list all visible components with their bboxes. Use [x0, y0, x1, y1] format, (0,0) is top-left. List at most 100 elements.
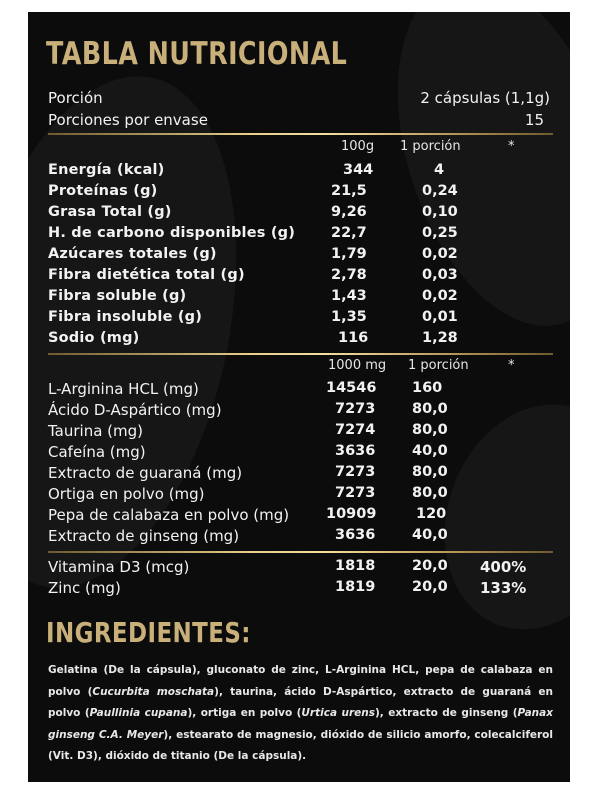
ingredients-species: Urtica urens: [301, 707, 375, 719]
row-label: Ortiga en polvo (mg): [48, 485, 205, 503]
value-portion: 20,0: [412, 579, 448, 595]
value-portion: 160: [412, 380, 443, 396]
value-portion: 80,0: [412, 464, 448, 480]
divider: [48, 133, 553, 135]
value-daily-percent: 400%: [480, 558, 527, 576]
ingredients-text: Gelatina (De la cápsula), gluconato de z…: [48, 660, 553, 768]
value-1000mg: 1819: [335, 579, 376, 595]
divider: [48, 551, 553, 553]
row-label: Zinc (mg): [48, 579, 121, 597]
value-100g: 344: [343, 162, 374, 178]
table-row: Energía (kcal) 344 4: [28, 162, 570, 183]
portion-value: 2 cápsulas (1,1g): [420, 89, 550, 107]
value-100g: 2,78: [331, 267, 367, 283]
value-1000mg: 3636: [335, 443, 376, 459]
ingredients-species: Paullinia cupana: [89, 707, 188, 719]
portion-row: Porción 2 cápsulas (1,1g): [28, 89, 570, 110]
row-label: Cafeína (mg): [48, 443, 146, 461]
table-row: Extracto de ginseng (mg) 3636 40,0: [28, 527, 570, 548]
servings-per-container-row: Porciones por envase 15: [28, 111, 570, 132]
ingredients-part: Gelatina (De la cápsula), gluconato de z…: [48, 664, 553, 698]
row-label: Fibra insoluble (g): [48, 309, 203, 325]
column-header-asterisk: *: [508, 358, 515, 373]
ingredients-species: Cucurbita moschata: [92, 685, 215, 698]
table-row: Vitamina D3 (mcg) 1818 20,0 400%: [28, 558, 570, 579]
table-row: Zinc (mg) 1819 20,0 133%: [28, 579, 570, 600]
value-1000mg: 10909: [326, 506, 377, 522]
value-portion: 80,0: [412, 485, 448, 501]
actives-header-row: 1000 mg 1 porción *: [28, 358, 570, 379]
value-portion: 0,24: [422, 183, 458, 199]
value-portion: 80,0: [412, 401, 448, 417]
row-label: Ácido D-Aspártico (mg): [48, 401, 222, 419]
value-portion: 120: [416, 506, 447, 522]
divider: [48, 353, 553, 355]
value-daily-percent: 133%: [480, 579, 527, 597]
table-row: Taurina (mg) 7274 80,0: [28, 422, 570, 443]
value-portion: 80,0: [412, 422, 448, 438]
value-portion: 0,01: [422, 309, 458, 325]
column-header-1000mg: 1000 mg: [328, 358, 387, 373]
ingredients-species: Panax ginseng C.A. Meyer: [48, 707, 553, 741]
column-header-asterisk: *: [508, 139, 515, 154]
value-100g: 1,79: [331, 246, 367, 262]
table-row: Grasa Total (g) 9,26 0,10: [28, 204, 570, 225]
value-100g: 9,26: [331, 204, 367, 220]
nutrition-label-panel: TABLA NUTRICIONAL Porción 2 cápsulas (1,…: [28, 12, 570, 782]
value-portion: 0,02: [422, 246, 458, 262]
value-portion: 0,03: [422, 267, 458, 283]
ingredients-part: ), extracto de ginseng (: [374, 707, 518, 719]
servings-per-container-label: Porciones por envase: [48, 111, 208, 129]
value-1000mg: 7273: [335, 464, 376, 480]
value-1000mg: 7274: [335, 422, 376, 438]
value-portion: 40,0: [412, 527, 448, 543]
table-row: Cafeína (mg) 3636 40,0: [28, 443, 570, 464]
value-1000mg: 14546: [326, 380, 377, 396]
row-label: Fibra soluble (g): [48, 288, 187, 304]
row-label: Sodio (mg): [48, 330, 140, 346]
row-label: Fibra dietética total (g): [48, 267, 245, 283]
row-label: L-Arginina HCL (mg): [48, 380, 199, 398]
row-label: Taurina (mg): [48, 422, 144, 440]
table-row: Ácido D-Aspártico (mg) 7273 80,0: [28, 401, 570, 422]
table-row: Fibra soluble (g) 1,43 0,02: [28, 288, 570, 309]
table-row: Ortiga en polvo (mg) 7273 80,0: [28, 485, 570, 506]
table-row: Fibra dietética total (g) 2,78 0,03: [28, 267, 570, 288]
table-row: H. de carbono disponibles (g) 22,7 0,25: [28, 225, 570, 246]
ingredients-title: INGREDIENTES:: [46, 616, 251, 649]
table-row: Sodio (mg) 116 1,28: [28, 330, 570, 351]
value-1000mg: 3636: [335, 527, 376, 543]
row-label: H. de carbono disponibles (g): [48, 225, 296, 241]
value-portion: 1,28: [422, 330, 458, 346]
table-row: Pepa de calabaza en polvo (mg) 10909 120: [28, 506, 570, 527]
value-1000mg: 1818: [335, 558, 376, 574]
value-portion: 0,25: [422, 225, 458, 241]
value-100g: 1,43: [331, 288, 367, 304]
value-100g: 22,7: [331, 225, 367, 241]
row-label: Energía (kcal): [48, 162, 165, 178]
servings-per-container-value: 15: [524, 111, 544, 129]
table-row: Extracto de guaraná (mg) 7273 80,0: [28, 464, 570, 485]
value-1000mg: 7273: [335, 401, 376, 417]
row-label: Grasa Total (g): [48, 204, 172, 220]
value-1000mg: 7273: [335, 485, 376, 501]
portion-label: Porción: [48, 89, 103, 107]
row-label: Azúcares totales (g): [48, 246, 217, 262]
value-portion: 20,0: [412, 558, 448, 574]
value-portion: 4: [434, 162, 445, 178]
table-row: Fibra insoluble (g) 1,35 0,01: [28, 309, 570, 330]
value-100g: 21,5: [331, 183, 367, 199]
column-header-portion: 1 porción: [408, 358, 469, 373]
row-label: Proteínas (g): [48, 183, 158, 199]
nutrition-header-row: 100g 1 porción *: [28, 139, 570, 160]
column-header-portion: 1 porción: [400, 139, 461, 154]
ingredients-part: ), ortiga en polvo (: [187, 707, 302, 719]
row-label: Vitamina D3 (mcg): [48, 558, 190, 576]
value-100g: 1,35: [331, 309, 367, 325]
row-label: Extracto de ginseng (mg): [48, 527, 240, 545]
value-100g: 116: [338, 330, 369, 346]
row-label: Extracto de guaraná (mg): [48, 464, 243, 482]
value-portion: 0,10: [422, 204, 458, 220]
column-header-100g: 100g: [341, 139, 375, 154]
table-row: Azúcares totales (g) 1,79 0,02: [28, 246, 570, 267]
